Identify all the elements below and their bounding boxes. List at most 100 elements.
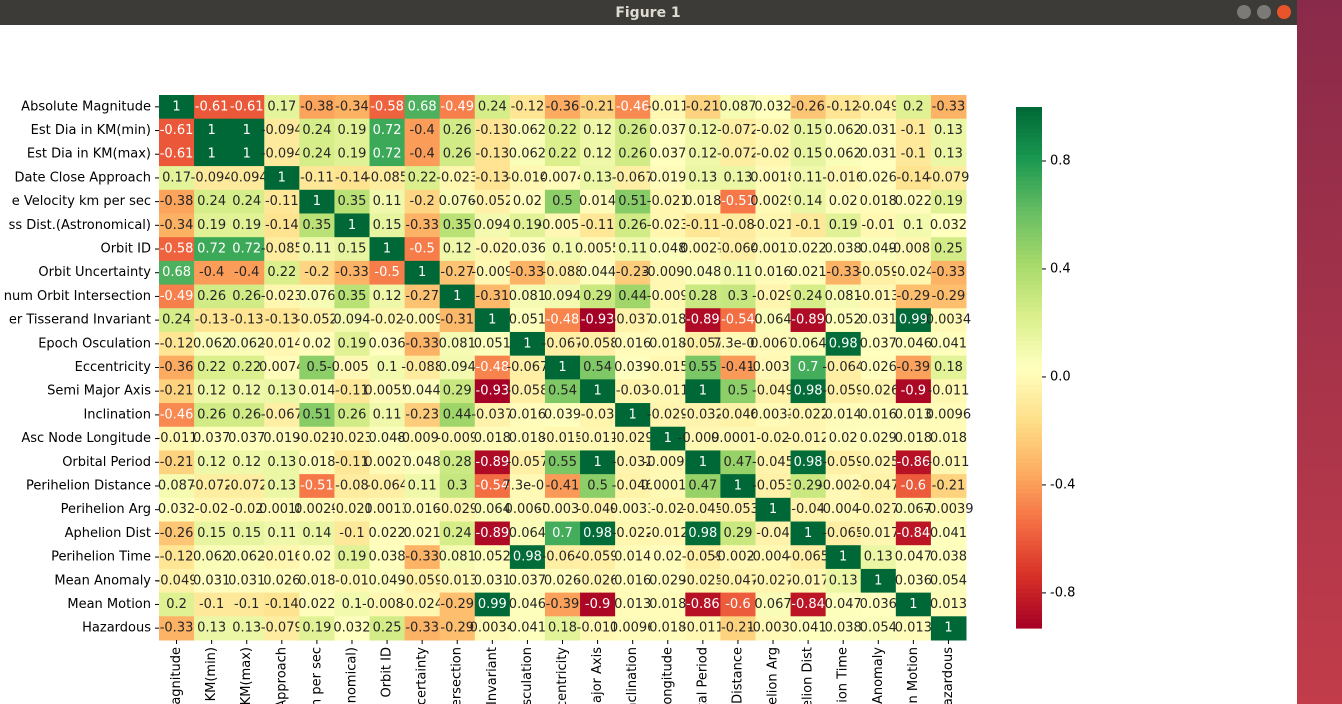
heatmap-cell [299, 284, 335, 309]
cell-annotation: 0.018 [860, 194, 897, 209]
heatmap-cell [299, 450, 335, 475]
cell-annotation: -0.072 [717, 123, 759, 138]
heatmap-cell [720, 308, 756, 333]
cell-annotation: 0.11 [373, 194, 402, 209]
colorbar-segment [1016, 619, 1042, 625]
cell-annotation: 0.98 [794, 384, 823, 399]
cell-annotation: -0.12 [160, 550, 194, 565]
colorbar-segment [1016, 463, 1042, 468]
colorbar-segment [1016, 562, 1042, 568]
colorbar-segment [1016, 449, 1042, 455]
cell-annotation: 0.19 [829, 218, 858, 233]
heatmap-cell [860, 521, 897, 546]
cell-annotation: -0.065 [822, 526, 864, 541]
colorbar-segment [1016, 376, 1042, 382]
cell-annotation: 0.11 [373, 407, 402, 422]
cell-annotation: 0.26 [338, 407, 367, 422]
heatmap-cell [860, 237, 897, 262]
heatmap-cell [790, 474, 827, 499]
cell-annotation: -0.34 [160, 218, 194, 233]
heatmap-cell [369, 213, 406, 238]
heatmap-cell [369, 189, 406, 214]
cell-annotation: -0.5 [409, 242, 434, 257]
cell-annotation: 0.0074 [540, 170, 586, 185]
heatmap-cell [439, 142, 476, 167]
minimize-button[interactable] [1237, 5, 1251, 19]
y-tick-label: Aphelion Dist [65, 526, 151, 541]
colorbar-segment [1016, 584, 1042, 590]
heatmap-cell [650, 592, 686, 617]
heatmap-cell [264, 166, 300, 191]
heatmap-cell [825, 237, 862, 262]
heatmap-cell [509, 284, 546, 309]
y-tick-label: Perihelion Arg [61, 502, 151, 517]
heatmap-cell [615, 260, 651, 286]
cell-annotation: 0.26 [197, 407, 226, 422]
cell-annotation: 0.044 [404, 384, 441, 399]
heatmap-cell [194, 474, 230, 499]
cell-annotation: -0.094 [226, 170, 268, 185]
heatmap-cell [334, 166, 371, 191]
heatmap-cell [930, 379, 967, 404]
heatmap-cell [615, 521, 651, 546]
cell-annotation: -0.079 [927, 170, 969, 185]
heatmap-cell [615, 497, 651, 523]
heatmap-cell [720, 331, 756, 357]
heatmap-cell [509, 308, 546, 333]
colorbar-segment [1016, 458, 1042, 464]
x-tick-label: Asc Node Longitude [660, 647, 675, 704]
heatmap-cell [159, 166, 195, 191]
heatmap-cell [229, 95, 265, 120]
heatmap-cell [650, 189, 686, 214]
heatmap-cell [825, 308, 862, 333]
cell-annotation: -0.26 [160, 526, 194, 541]
cell-annotation: 0.13 [934, 147, 963, 162]
cell-annotation: 0.13 [934, 123, 963, 138]
colorbar-segment [1016, 271, 1042, 277]
heatmap-cell [685, 426, 721, 451]
cell-annotation: 0.014 [825, 407, 862, 422]
cell-annotation: 0.054 [930, 573, 967, 588]
cell-annotation: -0.1 [901, 123, 926, 138]
cell-annotation: -0.021 [647, 194, 689, 209]
heatmap-cell [404, 284, 441, 309]
colorbar-segment [1016, 445, 1042, 451]
x-tick-label: Date Close Approach [274, 647, 289, 704]
x-tick-label: Hazardous [941, 647, 956, 704]
heatmap-cell [580, 189, 616, 214]
heatmap-cell [790, 379, 827, 404]
x-tick-label: Aphelion Dist [801, 647, 816, 704]
heatmap-cell [229, 118, 265, 143]
heatmap-cell [650, 118, 686, 143]
heatmap-cell [159, 592, 195, 617]
heatmap-cell [790, 284, 827, 309]
heatmap-cell [369, 592, 406, 617]
cell-annotation: -0.029 [647, 407, 689, 422]
cell-annotation: 0.0055 [364, 384, 410, 399]
heatmap-cell [334, 592, 371, 617]
colorbar-segment [1016, 432, 1042, 438]
colorbar-segment [1016, 193, 1042, 199]
heatmap-cell [194, 189, 230, 214]
close-button[interactable] [1277, 5, 1291, 19]
heatmap-cell [790, 403, 827, 428]
x-tick-label: num Orbit Intersection [450, 647, 465, 704]
heatmap-cell [264, 355, 300, 380]
colorbar-segment [1016, 280, 1042, 286]
heatmap-cell [720, 474, 756, 499]
cell-annotation: -0.021 [331, 502, 373, 517]
heatmap-cell [264, 474, 300, 499]
cell-annotation: -0.029 [612, 431, 654, 446]
cell-annotation: -0.017 [787, 573, 829, 588]
heatmap-cell [474, 260, 511, 286]
maximize-button[interactable] [1257, 5, 1271, 19]
cell-annotation: -0.059 [682, 550, 724, 565]
heatmap-cell [159, 403, 195, 428]
cell-annotation: 0.13 [197, 621, 226, 636]
colorbar-segment [1016, 476, 1042, 481]
heatmap-cell [930, 403, 967, 428]
cell-annotation: -0.0045 [748, 550, 798, 565]
heatmap-cell [229, 497, 265, 523]
cell-annotation: 0.98 [583, 526, 612, 541]
